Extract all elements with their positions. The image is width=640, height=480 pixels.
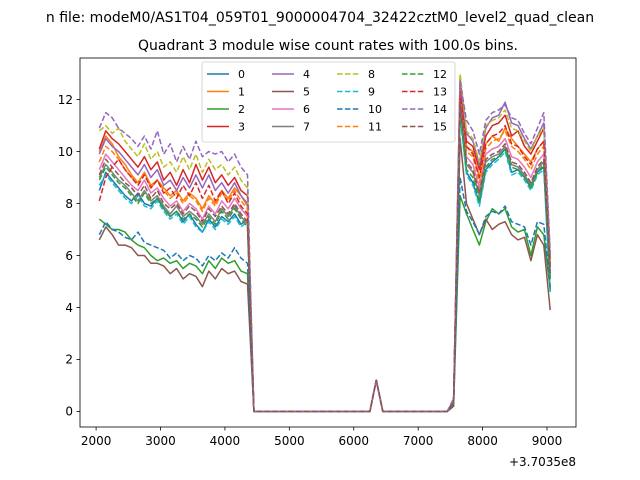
legend-label-6: 6: [303, 103, 310, 116]
legend-label-4: 4: [303, 68, 310, 81]
legend-label-8: 8: [368, 68, 375, 81]
x-tick-label: 4000: [210, 434, 241, 448]
y-tick-label: 8: [65, 197, 73, 211]
legend-label-2: 2: [238, 103, 245, 116]
y-tick-label: 2: [65, 353, 73, 367]
legend-label-11: 11: [368, 121, 382, 134]
legend-label-3: 3: [238, 121, 245, 134]
legend-label-7: 7: [303, 121, 310, 134]
y-tick-label: 4: [65, 301, 73, 315]
x-offset-label: +3.7035e8: [509, 455, 576, 469]
legend-box: [201, 61, 456, 143]
x-tick-label: 3000: [145, 434, 176, 448]
y-tick-label: 10: [58, 145, 73, 159]
x-tick-label: 9000: [532, 434, 563, 448]
legend-label-5: 5: [303, 86, 310, 99]
legend-label-1: 1: [238, 86, 245, 99]
x-tick-label: 7000: [403, 434, 434, 448]
y-tick-label: 6: [65, 249, 73, 263]
legend-label-15: 15: [433, 121, 447, 134]
series-line-15: [98, 101, 551, 413]
x-tick-label: 2000: [81, 434, 112, 448]
x-tick-label: 8000: [467, 434, 498, 448]
chart-title: Quadrant 3 module wise count rates with …: [138, 38, 518, 54]
figure-suptitle: n file: modeM0/AS1T04_059T01_9000004704_…: [46, 10, 594, 26]
legend-label-13: 13: [433, 86, 447, 99]
legend-label-9: 9: [368, 86, 375, 99]
series-lines: [98, 72, 551, 413]
legend-label-14: 14: [433, 103, 447, 116]
legend-label-10: 10: [368, 103, 382, 116]
legend-label-12: 12: [433, 68, 447, 81]
x-tick-label: 6000: [338, 434, 369, 448]
plot-frame: [79, 57, 577, 428]
legend-label-0: 0: [238, 68, 245, 81]
y-tick-label: 12: [58, 93, 73, 107]
y-axis: 0 2 4 6 8 10 12: [58, 93, 80, 419]
x-axis: 2000 3000 4000 5000 6000 7000 8000 9000: [81, 427, 562, 448]
x-tick-label: 5000: [274, 434, 305, 448]
y-tick-label: 0: [65, 405, 73, 419]
series-line-8: [98, 72, 551, 413]
